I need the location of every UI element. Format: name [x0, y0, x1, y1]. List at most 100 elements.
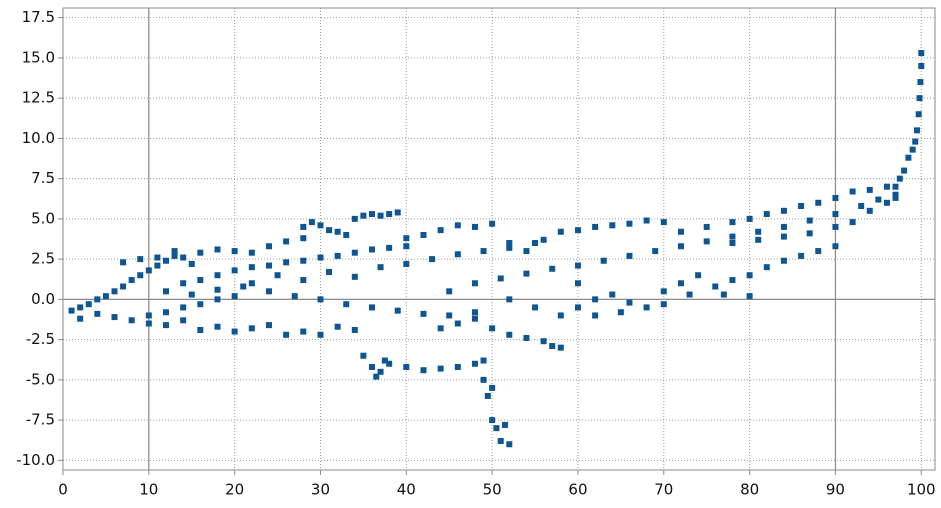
- scatter-point: [523, 248, 530, 255]
- y-tick-label: 12.5: [22, 89, 55, 107]
- y-tick-label: -10.0: [16, 451, 55, 469]
- scatter-point: [265, 262, 272, 269]
- scatter-point: [248, 264, 255, 271]
- scatter-point: [609, 222, 616, 229]
- scatter-point: [506, 244, 513, 251]
- plot-frame: [62, 7, 936, 471]
- scatter-point: [480, 248, 487, 255]
- scatter-point: [137, 256, 144, 263]
- scatter-point: [360, 352, 367, 359]
- scatter-point: [214, 246, 221, 253]
- scatter-point: [660, 288, 667, 295]
- scatter-point: [574, 227, 581, 234]
- scatter-point: [171, 248, 178, 255]
- scatter-point: [806, 230, 813, 237]
- scatter-point: [214, 296, 221, 303]
- scatter-point: [574, 304, 581, 311]
- scatter-point: [429, 256, 436, 263]
- scatter-point: [913, 127, 920, 134]
- scatter-point: [557, 344, 564, 351]
- scatter-point: [626, 299, 633, 306]
- scatter-point: [746, 293, 753, 300]
- scatter-point: [77, 315, 84, 322]
- scatter-point: [489, 384, 496, 391]
- scatter-point: [883, 183, 890, 190]
- scatter-point: [729, 233, 736, 240]
- scatter-point: [180, 317, 187, 324]
- scatter-point: [755, 228, 762, 235]
- scatter-point: [317, 222, 324, 229]
- scatter-point: [806, 217, 813, 224]
- scatter-point: [780, 257, 787, 264]
- scatter-point: [592, 312, 599, 319]
- scatter-point: [128, 317, 135, 324]
- scatter-point: [523, 270, 530, 277]
- scatter-point: [540, 236, 547, 243]
- scatter-point: [557, 228, 564, 235]
- scatter-point: [283, 259, 290, 266]
- scatter-point: [454, 320, 461, 327]
- scatter-point: [386, 360, 393, 367]
- scatter-point: [403, 363, 410, 370]
- scatter-point: [918, 62, 925, 69]
- x-tick-label: 100: [907, 481, 936, 499]
- scatter-point: [471, 315, 478, 322]
- scatter-point: [798, 252, 805, 259]
- y-tick-label: -7.5: [26, 411, 55, 429]
- scatter-point: [265, 322, 272, 329]
- scatter-point: [763, 264, 770, 271]
- x-tick-label: 80: [740, 481, 759, 499]
- scatter-point: [557, 312, 564, 319]
- scatter-point: [317, 254, 324, 261]
- scatter-point: [574, 262, 581, 269]
- scatter-point: [368, 363, 375, 370]
- scatter-point: [497, 438, 504, 445]
- scatter-point: [489, 325, 496, 332]
- scatter-point: [351, 249, 358, 256]
- x-tick-label: 60: [568, 481, 587, 499]
- scatter-point: [454, 251, 461, 258]
- scatter-point: [102, 293, 109, 300]
- y-tick-label: 7.5: [31, 169, 55, 187]
- scatter-point: [351, 326, 358, 333]
- scatter-point: [677, 228, 684, 235]
- scatter-point: [308, 219, 315, 226]
- x-tick-label: 40: [397, 481, 416, 499]
- scatter-point: [780, 207, 787, 214]
- scatter-point: [617, 309, 624, 316]
- scatter-point: [248, 249, 255, 256]
- scatter-point: [231, 248, 238, 255]
- scatter-point: [506, 296, 513, 303]
- scatter-point: [549, 265, 556, 272]
- scatter-point: [265, 243, 272, 250]
- scatter-point: [832, 194, 839, 201]
- scatter-point: [497, 275, 504, 282]
- scatter-point: [484, 392, 491, 399]
- scatter-point: [892, 194, 899, 201]
- scatter-point: [377, 368, 384, 375]
- scatter-point: [128, 277, 135, 284]
- y-tick-label: 5.0: [31, 209, 55, 227]
- scatter-point: [368, 211, 375, 218]
- scatter-point: [437, 325, 444, 332]
- scatter-point: [892, 191, 899, 198]
- scatter-point: [446, 288, 453, 295]
- scatter-point: [214, 323, 221, 330]
- scatter-point: [660, 301, 667, 308]
- scatter-point: [609, 291, 616, 298]
- scatter-point: [326, 227, 333, 234]
- scatter-point: [532, 240, 539, 247]
- tick-labels: 0 10 20 30 40 50 60 70 80 90 100 -10.0 -7.5 -5.0 -2.5 0…: [16, 8, 935, 498]
- scatter-point: [145, 267, 152, 274]
- scatter-point: [368, 246, 375, 253]
- scatter-point: [334, 228, 341, 235]
- scatter-point: [77, 304, 84, 311]
- x-tick-label: 30: [311, 481, 330, 499]
- scatter-point: [248, 325, 255, 332]
- scatter-point: [162, 309, 169, 316]
- scatter-point: [291, 293, 298, 300]
- scatter-point: [214, 286, 221, 293]
- scatter-point: [300, 328, 307, 335]
- scatter-point: [480, 376, 487, 383]
